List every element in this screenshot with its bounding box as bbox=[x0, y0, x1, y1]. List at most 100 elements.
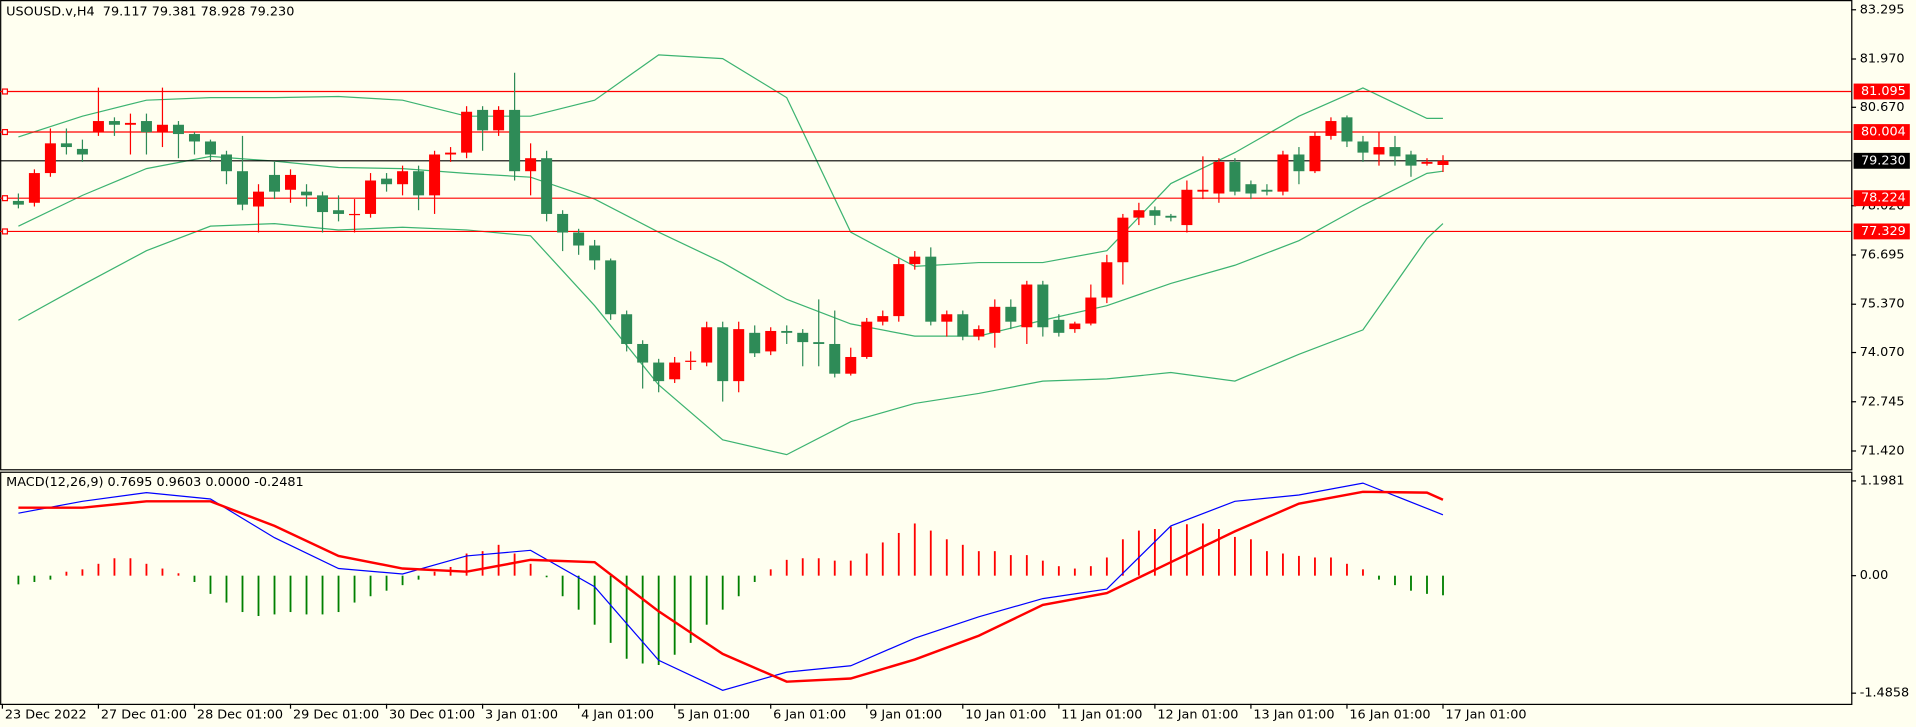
level-marker bbox=[1, 128, 9, 136]
candle-body bbox=[685, 360, 697, 362]
candle-body bbox=[349, 213, 361, 216]
candle-body bbox=[365, 180, 377, 214]
candle-body bbox=[108, 121, 120, 125]
candle-body bbox=[717, 327, 729, 382]
candle-body bbox=[1165, 215, 1177, 218]
candle-body bbox=[1053, 319, 1065, 333]
candle-body bbox=[477, 109, 489, 131]
candle-body bbox=[861, 321, 873, 357]
candle-body bbox=[1021, 284, 1033, 328]
candle-body bbox=[621, 314, 633, 344]
candle-body bbox=[797, 332, 809, 343]
candle-body bbox=[1341, 117, 1353, 142]
candle-body bbox=[589, 245, 601, 261]
y-tick-label: -1.4858 bbox=[1860, 686, 1909, 701]
candle-body bbox=[845, 356, 857, 374]
candle-body bbox=[1181, 189, 1193, 226]
candle-body bbox=[765, 330, 777, 352]
candle-body bbox=[333, 210, 345, 214]
candle-body bbox=[429, 154, 441, 196]
y-tick-label: 71.420 bbox=[1860, 443, 1905, 458]
candle-body bbox=[973, 329, 985, 337]
candle-body bbox=[236, 171, 248, 205]
band-lower bbox=[18, 222, 1444, 456]
y-tick-label: 81.970 bbox=[1860, 51, 1905, 66]
candle-body bbox=[381, 178, 393, 185]
x-tick-label: 16 Jan 01:00 bbox=[1349, 707, 1430, 722]
level-label-box bbox=[1853, 223, 1910, 240]
x-tick-label: 23 Dec 2022 bbox=[5, 707, 87, 722]
level-label: 77.329 bbox=[1861, 224, 1906, 239]
x-tick-label: 6 Jan 01:00 bbox=[773, 707, 846, 722]
candle-body bbox=[156, 124, 168, 133]
candle-body bbox=[989, 306, 1001, 333]
candle-body bbox=[605, 260, 617, 315]
candle-body bbox=[829, 343, 841, 374]
candle-body bbox=[1133, 210, 1145, 218]
candle-body bbox=[701, 327, 713, 363]
candle-body bbox=[1005, 306, 1017, 322]
level-label-box bbox=[1853, 83, 1910, 100]
level-marker bbox=[1, 195, 9, 202]
candle-body bbox=[509, 109, 521, 172]
y-tick-label: 80.670 bbox=[1860, 100, 1905, 115]
candle-body bbox=[28, 173, 40, 203]
candle-body bbox=[941, 314, 953, 322]
x-tick-label: 28 Dec 01:00 bbox=[197, 707, 283, 722]
candle-body bbox=[813, 342, 825, 344]
candle-body bbox=[493, 109, 505, 131]
x-tick-label: 5 Jan 01:00 bbox=[677, 707, 750, 722]
candle-body bbox=[733, 329, 745, 382]
candle-body bbox=[909, 256, 921, 265]
candle-body bbox=[877, 316, 889, 322]
candle-body bbox=[1149, 210, 1161, 216]
candle-body bbox=[1405, 154, 1417, 166]
chart-title: USOUSD.v,H4 79.117 79.381 78.928 79.230 bbox=[6, 5, 294, 20]
candle-body bbox=[1085, 297, 1097, 324]
candle-body bbox=[12, 200, 24, 205]
y-tick-label: 83.295 bbox=[1860, 2, 1905, 17]
candle-body bbox=[573, 232, 585, 246]
candle-body bbox=[44, 143, 56, 174]
level-label: 78.224 bbox=[1861, 191, 1906, 206]
candle-body bbox=[1325, 121, 1337, 136]
macd-title: MACD(12,26,9) 0.7695 0.9603 0.0000 -0.24… bbox=[6, 475, 304, 490]
x-tick-label: 3 Jan 01:00 bbox=[485, 707, 558, 722]
candle-body bbox=[60, 143, 72, 148]
candle-body bbox=[1293, 154, 1305, 172]
level-label: 81.095 bbox=[1861, 84, 1906, 99]
candle-body bbox=[525, 158, 537, 172]
candle-body bbox=[637, 343, 649, 363]
candle-body bbox=[1117, 217, 1129, 263]
level-marker bbox=[1, 88, 9, 95]
x-tick-label: 11 Jan 01:00 bbox=[1061, 707, 1142, 722]
candle-body bbox=[1245, 184, 1257, 194]
candle-body bbox=[1357, 141, 1369, 153]
candle-body bbox=[669, 362, 681, 380]
x-tick-label: 9 Jan 01:00 bbox=[869, 707, 942, 722]
x-tick-label: 10 Jan 01:00 bbox=[965, 707, 1046, 722]
candle-body bbox=[1277, 154, 1289, 192]
candle-body bbox=[76, 148, 88, 155]
candle-body bbox=[220, 154, 232, 172]
candle-body bbox=[461, 111, 473, 153]
candle-body bbox=[1389, 147, 1401, 157]
level-label-box bbox=[1853, 190, 1910, 207]
x-tick-label: 29 Dec 01:00 bbox=[293, 707, 379, 722]
macd-line bbox=[18, 490, 1444, 683]
candle-body bbox=[781, 330, 793, 333]
candle-body bbox=[301, 191, 313, 196]
band-upper bbox=[18, 54, 1443, 267]
candle-body bbox=[1309, 135, 1321, 172]
candle-body bbox=[140, 121, 152, 133]
y-tick-label: 0.00 bbox=[1860, 568, 1889, 583]
candle-body bbox=[124, 122, 136, 125]
candle-body bbox=[204, 141, 216, 155]
candle-body bbox=[541, 158, 553, 214]
macd-line bbox=[18, 482, 1444, 691]
y-tick-label: 76.695 bbox=[1860, 247, 1905, 262]
x-tick-label: 17 Jan 01:00 bbox=[1445, 707, 1526, 722]
candle-body bbox=[653, 362, 665, 382]
